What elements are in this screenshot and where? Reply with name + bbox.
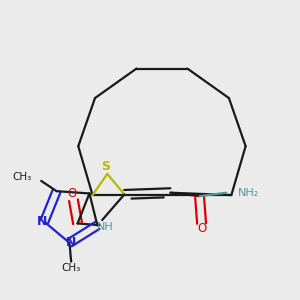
Text: NH₂: NH₂ xyxy=(238,188,259,198)
Text: N: N xyxy=(66,236,77,249)
Text: N: N xyxy=(37,215,47,228)
Text: S: S xyxy=(101,160,110,173)
Text: CH₃: CH₃ xyxy=(61,263,81,273)
Text: O: O xyxy=(197,222,206,235)
Text: O: O xyxy=(68,187,77,200)
Text: NH: NH xyxy=(97,222,114,232)
Text: CH₃: CH₃ xyxy=(12,172,32,182)
